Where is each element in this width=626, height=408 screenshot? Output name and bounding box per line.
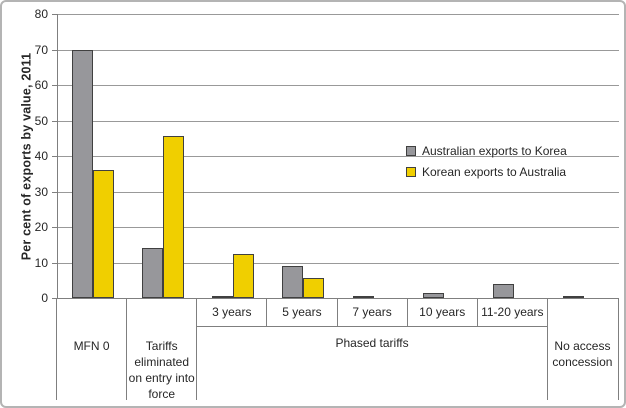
plot-area	[57, 14, 619, 299]
x-group-label-0: MFN 0	[73, 339, 110, 353]
y-tick-mark-10	[52, 262, 57, 264]
x-axis: MFN 0 Tariffs eliminated on entry into fo…	[56, 298, 619, 401]
y-tick-mark-70	[52, 49, 57, 51]
y-tick-label-70: 70	[34, 42, 48, 57]
x-group-label-3: No access concession	[552, 339, 613, 369]
y-tick-label-20: 20	[34, 220, 48, 234]
gridline-40	[58, 156, 619, 157]
gridline-50	[58, 120, 619, 122]
gridline-30	[58, 191, 619, 193]
legend-item-australian-exports: Australian exports to Korea	[406, 140, 567, 161]
x-category-label-6: 11-20 years	[476, 298, 547, 326]
y-tick-label-80: 80	[34, 7, 48, 21]
bar-series-0-cat-4	[352, 295, 374, 298]
bar-series-0-cat-0	[72, 49, 93, 298]
bar-series-0-cat-2	[212, 295, 234, 298]
bar-series-1-cat-2	[233, 253, 255, 298]
y-tick-mark-0	[52, 298, 57, 299]
x-group-label-1: Tariffs eliminated on entry into force	[128, 339, 195, 401]
gridline-80	[58, 14, 619, 15]
y-tick-mark-20	[52, 227, 57, 228]
x-category-label-5: 10 years	[406, 298, 477, 326]
y-tick-mark-30	[52, 191, 57, 193]
legend-swatch-series-0	[406, 145, 416, 156]
y-tick-label-10: 10	[34, 255, 48, 270]
legend-label-series-1: Korean exports to Australia	[422, 164, 567, 179]
bar-series-0-cat-5	[422, 292, 444, 298]
x-group-0: MFN 0	[56, 298, 126, 400]
bar-series-1-cat-1	[163, 136, 185, 298]
y-tick-label-60: 60	[34, 78, 48, 92]
x-subcategory-row: 3 years 5 years 7 years 10 years 11-20 years	[197, 298, 547, 327]
y-tick-mark-50	[52, 120, 57, 122]
bar-series-0-cat-1	[142, 248, 164, 298]
legend-label-series-0: Australian exports to Korea	[422, 143, 567, 158]
y-tick-label-0: 0	[41, 291, 48, 305]
legend-item-korean-exports: Korean exports to Australia	[406, 161, 567, 182]
gridline-20	[58, 227, 619, 228]
x-group-1: Tariffs eliminated on entry into force	[126, 298, 196, 401]
x-group-label-2: Phased tariffs	[335, 336, 409, 350]
bar-series-0-cat-6	[492, 283, 514, 298]
bar-series-1-cat-0	[93, 170, 114, 298]
x-category-label-4: 7 years	[336, 298, 407, 326]
y-tick-mark-80	[52, 14, 57, 15]
gridline-10	[58, 262, 619, 264]
x-group-2: 3 years 5 years 7 years 10 years 11-20 years…	[196, 298, 547, 400]
y-tick-mark-60	[52, 85, 57, 86]
bar-series-0-cat-3	[282, 266, 304, 298]
x-category-label-3: 5 years	[266, 298, 336, 326]
y-tick-label-40: 40	[34, 149, 48, 163]
legend: Australian exports to Korea Korean expor…	[406, 140, 567, 182]
x-category-label-2: 3 years	[212, 305, 252, 319]
gridline-70	[58, 49, 619, 51]
bar-series-0-cat-7	[562, 295, 584, 298]
legend-swatch-series-1	[406, 166, 416, 177]
bar-series-1-cat-3	[303, 278, 325, 298]
y-tick-label-50: 50	[34, 113, 48, 128]
gridline-60	[58, 85, 619, 86]
y-tick-mark-40	[52, 156, 57, 157]
y-axis: 0 10 20 30 40 50 60 70 80	[2, 7, 57, 305]
y-tick-label-30: 30	[34, 184, 48, 199]
x-group-3: No access concession	[546, 298, 617, 400]
